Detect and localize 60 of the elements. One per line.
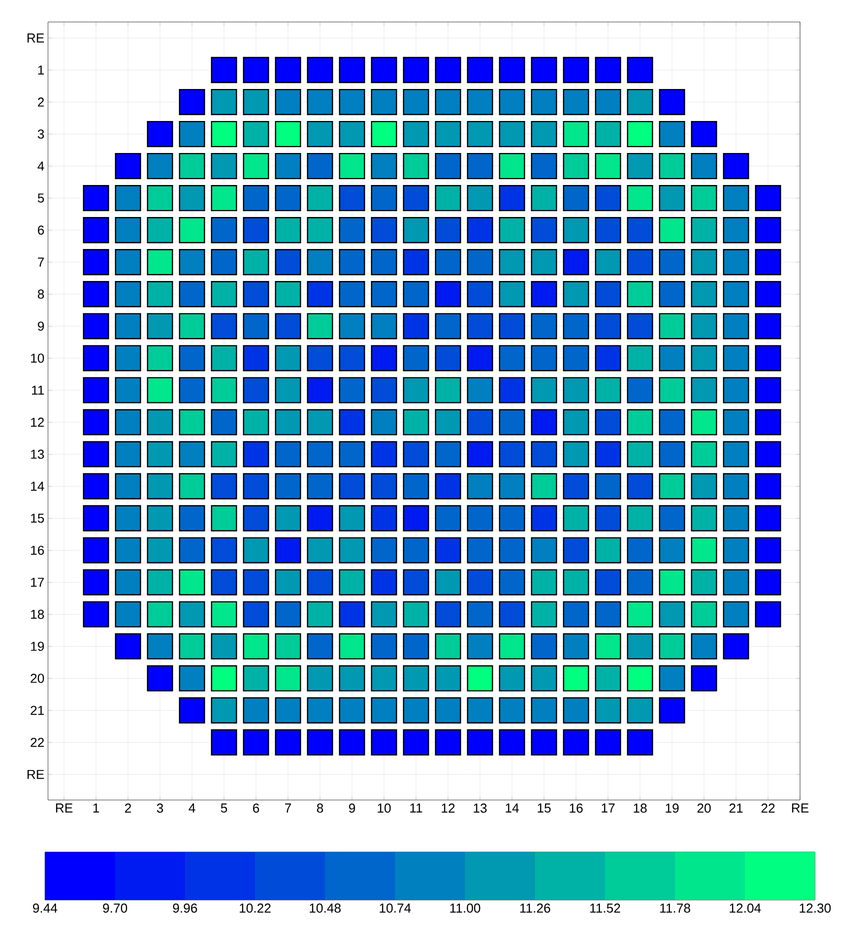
x-tick-label: 14: [506, 804, 519, 812]
x-tick-label: 22: [761, 804, 775, 813]
x-tick-label: 2: [125, 804, 131, 813]
x-tick-label: 6: [253, 804, 260, 813]
x-tick-label: 5: [220, 804, 228, 813]
x-tick-label: 19: [666, 804, 679, 813]
y-tick-label: 13: [31, 450, 44, 459]
color-bar-label: 9.44: [33, 904, 58, 913]
x-tick-label: 16: [570, 804, 583, 813]
y-tick-label: 8: [38, 290, 44, 299]
y-tick-label: 18: [31, 610, 44, 619]
x-tick-label: RE: [792, 804, 808, 812]
y-tick-label: 9: [38, 322, 44, 331]
x-tick-label: 8: [316, 804, 324, 813]
x-tick-label: 9: [349, 804, 356, 813]
y-tick-label: 11: [32, 386, 44, 395]
y-tick-label: 20: [30, 674, 44, 683]
color-bar-label: 10.74: [380, 904, 411, 913]
x-tick-label: RE: [56, 804, 72, 812]
y-tick-label: 5: [38, 194, 44, 203]
color-bar-label: 9.96: [173, 904, 198, 913]
y-tick-label: RE: [28, 770, 44, 779]
x-tick-label: 1: [93, 804, 99, 812]
color-bar-label: 11.52: [590, 904, 620, 913]
y-tick-label: 15: [31, 514, 44, 523]
y-tick-label: 1: [38, 66, 44, 74]
x-tick-label: 18: [634, 804, 647, 813]
y-tick-label: 16: [31, 546, 44, 555]
y-tick-label: 17: [31, 578, 44, 587]
color-bar-label: 10.48: [310, 904, 341, 913]
y-tick-label: RE: [28, 34, 44, 42]
y-tick-label: 7: [38, 258, 44, 267]
y-tick-label: 2: [38, 98, 44, 107]
x-tick-label: 20: [697, 804, 711, 813]
y-tick-label: 21: [30, 706, 44, 715]
x-tick-label: 21: [729, 804, 743, 813]
y-tick-label: 10: [31, 354, 44, 363]
color-bar-label: 11.00: [450, 904, 480, 913]
y-tick-label: 19: [31, 642, 44, 651]
x-tick-label: 3: [156, 804, 164, 813]
y-tick-label: 3: [38, 129, 44, 139]
color-bar-label: 12.30: [800, 904, 831, 913]
color-bar-label: 10.22: [240, 904, 271, 913]
y-tick-label: 4: [38, 162, 44, 171]
color-bar-label: 11.26: [520, 904, 550, 913]
color-bar-label: 11.78: [660, 904, 690, 913]
x-tick-label: 17: [602, 804, 615, 812]
color-bar-label: 12.04: [730, 904, 761, 913]
x-tick-label: 12: [442, 804, 455, 813]
x-tick-label: 10: [378, 804, 391, 813]
y-tick-label: 6: [38, 226, 44, 235]
y-tick-label: 12: [31, 418, 44, 427]
x-tick-label: 13: [474, 804, 487, 813]
color-bar-label: 9.70: [103, 904, 128, 913]
y-tick-label: 14: [31, 482, 44, 491]
y-tick-label: 22: [30, 738, 44, 747]
x-tick-label: 7: [285, 804, 291, 812]
x-tick-label: 4: [188, 804, 196, 812]
x-tick-label: 11: [410, 804, 422, 812]
x-tick-label: 15: [538, 804, 551, 813]
